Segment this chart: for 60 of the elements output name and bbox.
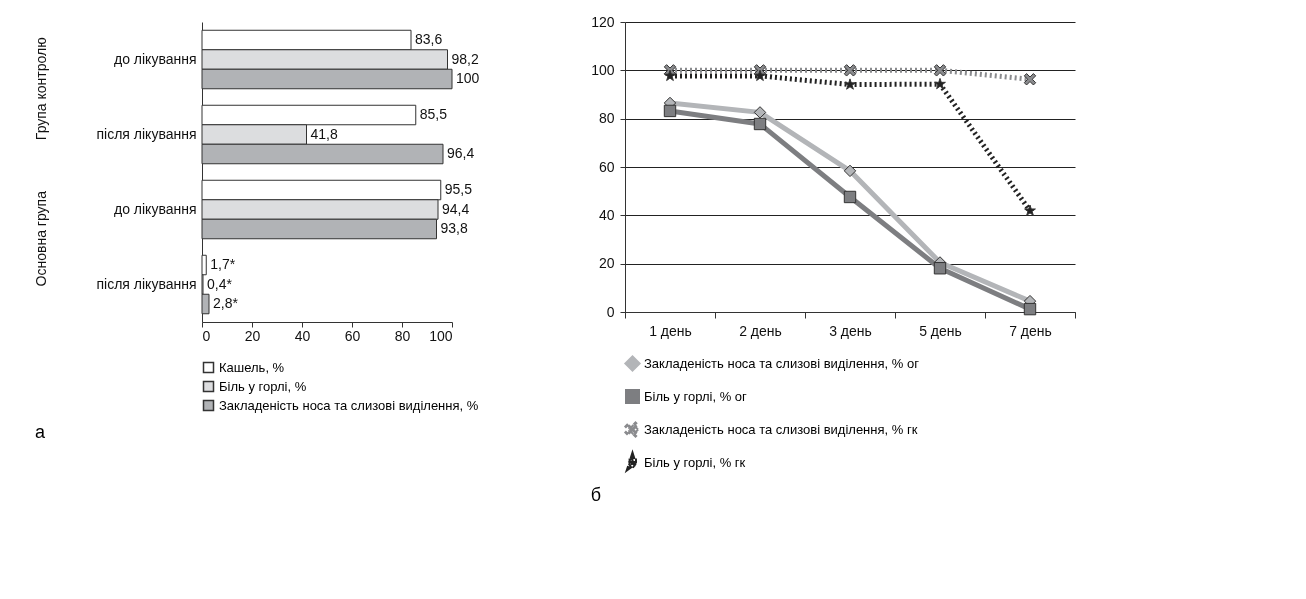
text: Основна група bbox=[33, 190, 49, 287]
point bbox=[1023, 302, 1037, 316]
legend-label: Біль у горлі, % гк bbox=[644, 454, 746, 470]
data-label: 93,8 bbox=[440, 220, 468, 236]
data-label: 96,4 bbox=[447, 145, 475, 161]
x-tick-label: 1 день bbox=[649, 322, 692, 339]
x-tick-label: 40 bbox=[294, 327, 311, 344]
point bbox=[843, 164, 857, 178]
x-tick-label: 7 день bbox=[1009, 322, 1052, 339]
point bbox=[843, 64, 857, 77]
x-tick-label: 100 bbox=[429, 327, 453, 344]
point bbox=[753, 117, 767, 131]
y-tick-label: 80 bbox=[598, 110, 615, 127]
legend-label: Закладеність носа та слизові виділення, % гк bbox=[644, 421, 918, 437]
data-label: 85,5 bbox=[419, 106, 448, 122]
point bbox=[934, 77, 946, 90]
y-tick-label: 100 bbox=[591, 61, 615, 78]
point bbox=[1024, 204, 1036, 216]
y-tick-label: 20 bbox=[598, 255, 615, 272]
point bbox=[664, 69, 676, 82]
y-tick-label: 0 bbox=[606, 303, 615, 320]
y-tick-label: після лікування bbox=[96, 275, 197, 292]
data-label: 41,8 bbox=[310, 125, 338, 142]
point bbox=[663, 104, 677, 118]
data-label: 94,4 bbox=[442, 200, 470, 217]
point bbox=[753, 106, 767, 119]
point bbox=[933, 64, 947, 77]
data-label: 0,4* bbox=[207, 275, 233, 292]
data-label: 100 bbox=[456, 70, 480, 86]
data-label: 1,7* bbox=[210, 256, 236, 272]
y-tick-label: після лікування bbox=[96, 125, 197, 142]
point bbox=[1023, 73, 1037, 86]
text: а bbox=[35, 422, 46, 442]
legend-label: Кашель, % bbox=[219, 359, 285, 375]
x-tick-label: 5 день bbox=[919, 322, 962, 339]
point bbox=[844, 78, 856, 90]
x-tick-label: 20 bbox=[244, 327, 261, 344]
y-tick-label: 60 bbox=[598, 158, 615, 175]
y-tick-label: до лікування bbox=[113, 200, 197, 217]
legend-label: Біль у горлі, % bbox=[219, 378, 307, 394]
data-label: 95,5 bbox=[444, 181, 473, 197]
y-tick-label: 120 bbox=[591, 13, 615, 30]
point bbox=[754, 69, 766, 82]
legend-label: Закладеність носа та слизові виділення, % ог bbox=[644, 355, 920, 371]
legend-label: Біль у горлі, % ог bbox=[644, 388, 748, 404]
legend-label: Закладеність носа та слизові виділення, % bbox=[219, 397, 479, 413]
x-tick-label: 2 день bbox=[739, 322, 782, 339]
point bbox=[843, 190, 857, 204]
x-tick-label: 80 bbox=[394, 327, 411, 344]
text: б bbox=[590, 485, 601, 505]
x-tick-label: 3 день bbox=[829, 322, 872, 339]
text: Група контролю bbox=[33, 37, 49, 141]
point bbox=[933, 262, 947, 275]
data-label: 2,8* bbox=[213, 295, 239, 311]
y-tick-label: до лікування bbox=[113, 50, 197, 67]
data-label: 83,6 bbox=[415, 31, 443, 47]
data-label: 98,2 bbox=[451, 50, 479, 67]
x-tick-label: 0 bbox=[202, 327, 211, 344]
x-tick-label: 60 bbox=[344, 327, 361, 344]
y-tick-label: 40 bbox=[598, 206, 615, 223]
